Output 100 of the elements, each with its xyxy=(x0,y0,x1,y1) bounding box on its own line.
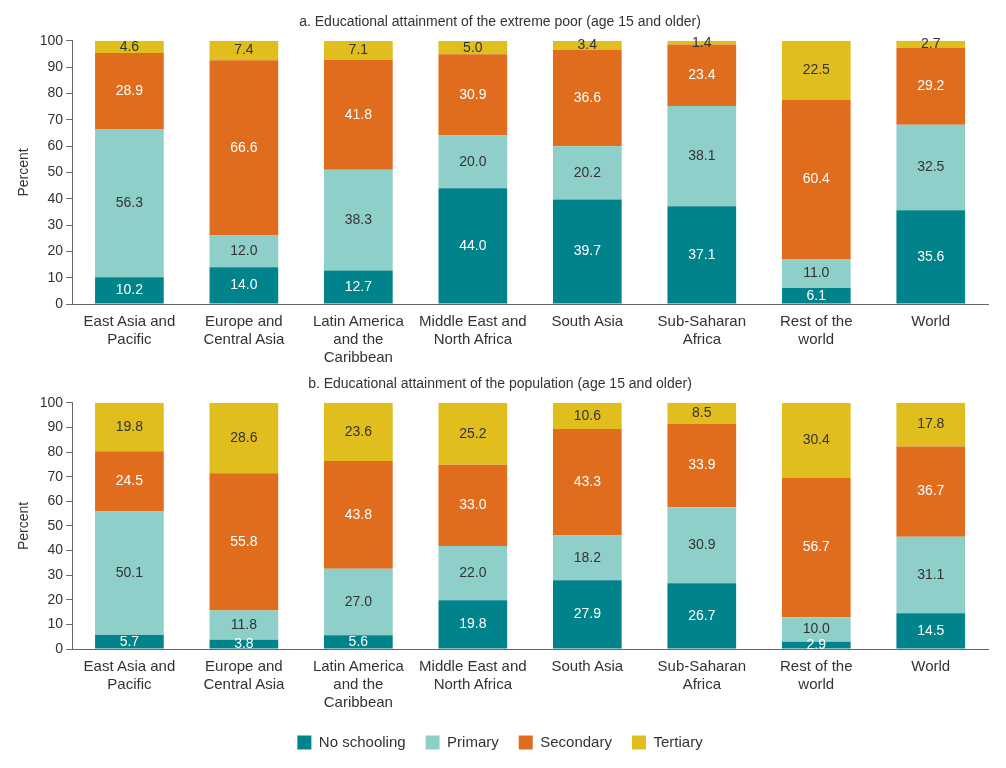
bar xyxy=(95,128,164,278)
bar xyxy=(667,583,737,649)
data-label: 50.1 xyxy=(115,564,144,581)
y-tick-label: 30 xyxy=(47,566,64,582)
y-tick-label: 50 xyxy=(47,516,64,533)
bar xyxy=(896,613,966,649)
data-label: 66.6 xyxy=(230,138,258,155)
data-label: 38.3 xyxy=(344,211,373,228)
bar xyxy=(896,536,966,614)
bar xyxy=(552,402,622,429)
data-label: 17.8 xyxy=(917,415,945,432)
data-label: 38.1 xyxy=(688,147,716,164)
bar xyxy=(667,423,737,508)
bar xyxy=(324,460,393,569)
legend-label: No schooling xyxy=(318,732,406,750)
legend-label: Secondary xyxy=(540,732,613,750)
y-tick-label: 20 xyxy=(47,590,64,607)
bar xyxy=(896,47,966,125)
bar xyxy=(324,270,393,304)
bar xyxy=(438,600,508,649)
y-tick-label: 10 xyxy=(47,615,64,632)
data-label: 30.4 xyxy=(802,431,831,448)
y-tick-label: 90 xyxy=(47,57,64,74)
data-label: 10.2 xyxy=(115,281,144,298)
x-tick-label: South Asia xyxy=(551,312,624,330)
bar xyxy=(781,40,851,101)
bar xyxy=(896,446,966,537)
bar xyxy=(95,634,164,649)
data-label: 22.5 xyxy=(802,61,831,78)
data-label: 7.4 xyxy=(234,41,254,58)
bar xyxy=(781,477,851,618)
bar xyxy=(438,135,508,189)
bar xyxy=(209,473,279,611)
data-label: 10.6 xyxy=(573,406,602,423)
data-label: 22.0 xyxy=(459,564,487,581)
data-label: 27.0 xyxy=(344,592,373,609)
bar xyxy=(324,568,393,636)
y-tick-label: 70 xyxy=(47,110,64,127)
bar xyxy=(896,402,966,447)
chart-title: a. Educational attainment of the extreme poor (age 15 and older) xyxy=(299,13,701,30)
y-tick-label: 70 xyxy=(47,467,64,484)
data-label: 31.1 xyxy=(917,565,945,582)
x-tick-label: Sub-Saharan Africa xyxy=(657,312,746,348)
y-tick-label: 40 xyxy=(47,189,64,206)
data-label: 60.4 xyxy=(802,170,831,187)
bar xyxy=(896,210,966,304)
bar xyxy=(552,428,622,536)
x-tick-label: Latin America and the Caribbean xyxy=(312,657,405,711)
x-tick-label: East Asia and Pacific xyxy=(83,312,176,348)
data-label: 12.0 xyxy=(230,242,258,259)
bar xyxy=(209,40,279,61)
data-label: 18.2 xyxy=(573,548,602,565)
bar xyxy=(324,169,393,271)
data-label: 5.6 xyxy=(348,632,369,649)
y-tick-label: 100 xyxy=(39,393,64,410)
y-tick-label: 50 xyxy=(47,163,64,180)
bar xyxy=(552,50,622,147)
bar xyxy=(667,507,737,584)
data-label: 23.6 xyxy=(344,422,373,439)
x-tick-label: Rest of the world xyxy=(780,657,853,693)
y-tick-label: 20 xyxy=(47,242,64,259)
bar xyxy=(95,402,164,452)
data-label: 14.5 xyxy=(917,621,945,638)
bar xyxy=(781,100,851,259)
x-tick-label: World xyxy=(911,657,951,675)
bar xyxy=(209,402,279,474)
data-label: 14.0 xyxy=(230,276,258,293)
data-label: 26.7 xyxy=(688,606,716,623)
bar xyxy=(552,146,622,200)
bar xyxy=(667,106,737,207)
data-label: 25.2 xyxy=(459,424,487,441)
data-label: 11.0 xyxy=(803,264,830,281)
bar xyxy=(209,267,279,304)
x-tick-label: Middle East and North Africa xyxy=(419,312,527,348)
data-label: 29.2 xyxy=(917,77,945,94)
data-label: 32.5 xyxy=(917,158,945,175)
data-label: 11.8 xyxy=(230,615,258,632)
y-tick-label: 90 xyxy=(47,418,64,435)
bar xyxy=(209,610,279,640)
data-label: 28.6 xyxy=(230,428,258,445)
data-label: 37.1 xyxy=(688,245,716,262)
data-label: 39.7 xyxy=(573,242,602,259)
bar xyxy=(324,402,393,461)
data-label: 3.8 xyxy=(234,634,254,651)
y-tick-label: 100 xyxy=(39,31,64,48)
y-tick-label: 40 xyxy=(47,541,64,558)
bar xyxy=(438,188,508,304)
y-tick-label: 30 xyxy=(47,215,64,232)
data-label: 20.2 xyxy=(573,163,602,180)
bar xyxy=(438,464,508,547)
data-label: 24.5 xyxy=(115,472,144,489)
data-label: 33.9 xyxy=(688,456,716,473)
bar xyxy=(552,199,622,304)
bar xyxy=(781,402,851,478)
bar xyxy=(324,635,393,649)
data-label: 28.9 xyxy=(115,81,144,98)
data-label: 3.4 xyxy=(577,36,598,53)
legend-label: Tertiary xyxy=(653,732,704,750)
x-tick-label: World xyxy=(911,312,951,330)
data-label: 33.0 xyxy=(459,496,487,513)
